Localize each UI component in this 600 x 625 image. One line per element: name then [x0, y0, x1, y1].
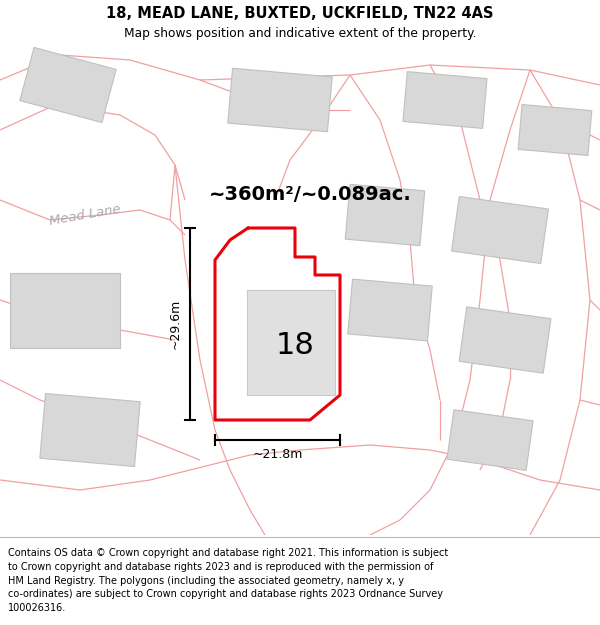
Bar: [10, 272, 120, 348]
Text: 18, MEAD LANE, BUXTED, UCKFIELD, TN22 4AS: 18, MEAD LANE, BUXTED, UCKFIELD, TN22 4A…: [106, 6, 494, 21]
Text: Contains OS data © Crown copyright and database right 2021. This information is : Contains OS data © Crown copyright and d…: [8, 549, 448, 613]
Bar: [348, 279, 432, 341]
Bar: [228, 68, 332, 132]
Text: ~29.6m: ~29.6m: [169, 299, 182, 349]
Bar: [20, 48, 116, 122]
Bar: [403, 72, 487, 128]
Text: 18: 18: [275, 331, 314, 359]
Polygon shape: [247, 290, 335, 395]
Bar: [345, 184, 425, 246]
Text: ~21.8m: ~21.8m: [253, 448, 302, 461]
Text: Mead Lane: Mead Lane: [48, 202, 122, 228]
Text: ~360m²/~0.089ac.: ~360m²/~0.089ac.: [209, 186, 412, 204]
Bar: [40, 394, 140, 466]
Bar: [459, 307, 551, 373]
Bar: [452, 196, 548, 264]
Bar: [518, 104, 592, 156]
Bar: [447, 409, 533, 471]
Text: Map shows position and indicative extent of the property.: Map shows position and indicative extent…: [124, 28, 476, 40]
